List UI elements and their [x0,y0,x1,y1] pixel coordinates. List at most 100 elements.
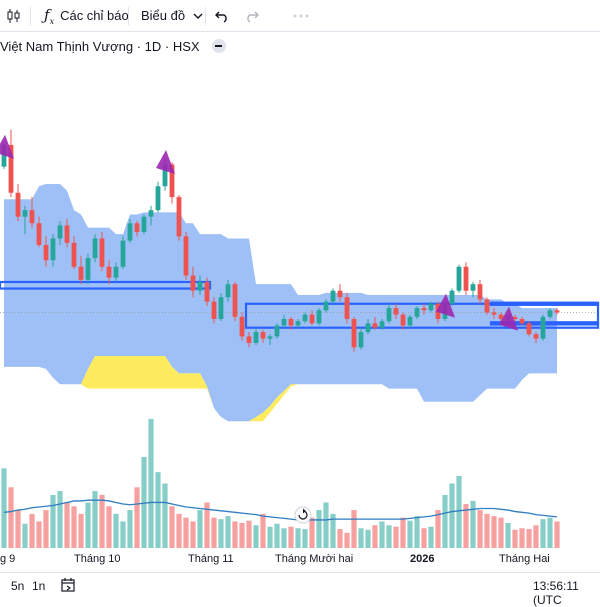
volume-bar [169,506,175,548]
volume-bar [232,521,238,548]
candle-body [519,319,525,324]
volume-bar [190,521,196,548]
range-5n-button[interactable]: 5n [11,579,25,593]
candle-body [386,308,392,322]
volume-bar [183,517,189,548]
candle-body [253,332,259,343]
volume-bar [239,522,245,548]
bottom-bar: 5n 1n 13:56:11 (UTC [0,572,600,607]
volume-bar [414,516,420,548]
volume-bar [316,510,322,548]
candle-body [526,323,532,335]
redo-icon [247,11,259,23]
chart-type-button[interactable]: Biểu đồ [141,0,203,32]
candle-body [428,303,434,311]
more-button[interactable] [292,0,310,32]
range-1n-button[interactable]: 1n [32,579,46,593]
volume-bar [22,523,28,548]
signal-marker [0,134,14,159]
chart-type-label: Biểu đồ [141,8,186,23]
volume-bar [274,523,280,548]
candle-body [302,314,308,322]
redo-button[interactable] [245,0,259,32]
volume-bar [309,517,315,548]
candle-body [463,266,469,291]
volume-bar [344,532,350,548]
candle-body [295,321,301,326]
volume-bar [358,528,364,548]
candle-body [127,223,133,241]
candle-body [512,316,518,319]
volume-bar [155,472,161,548]
x-tick-label: Tháng 10 [74,553,121,565]
candles-icon-button[interactable] [6,0,22,32]
volume-bar [120,521,126,548]
volume-bar [477,510,483,548]
candle-body [218,297,224,319]
candle-body [211,301,217,319]
candle-body [372,323,378,328]
toolbar-divider [30,7,31,25]
candle-body [99,238,105,267]
candle-body [78,266,84,280]
candle-body [57,225,63,239]
candle-body [449,290,455,304]
candle-body [365,323,371,333]
candle-body [421,308,427,311]
candle-body [554,310,560,313]
volume-bar [484,513,490,548]
collapse-legend-button[interactable] [211,39,226,53]
volume-bar [302,529,308,548]
volume-bar [470,500,476,548]
volume-bar [43,510,49,548]
candles-icon [7,8,20,23]
volume-bar [50,494,56,548]
volume-bar [295,528,301,548]
x-tick-label: Tháng Mười hai [275,553,354,565]
volume-bar [540,519,546,548]
volume-bar [85,502,91,548]
volume-bar [204,502,210,548]
symbol-title: Việt Nam Thịnh Vượng · 1D · HSX [0,38,200,54]
candle-body [113,266,119,278]
volume-bar [365,529,371,548]
candle-body [498,314,504,319]
date-range-button[interactable] [60,577,76,596]
candle-body [491,312,497,315]
volume-bar [29,513,35,548]
undo-icon [215,11,227,23]
signal-marker [156,149,175,174]
candle-body [232,284,238,317]
volume-bar [533,525,539,548]
volume-bar [253,525,259,548]
volume-bar [554,521,560,548]
candle-body [162,164,168,187]
volume-bar [141,456,147,548]
candle-body [190,275,196,291]
indicators-button[interactable]: ƒx Các chỉ báo [44,0,129,32]
candle-body [183,236,189,276]
volume-bar [92,491,98,548]
candle-body [337,290,343,298]
candle-body [267,336,273,339]
x-tick-label: Tháng Hai [499,553,550,565]
chevron-down-icon [193,13,203,19]
volume-bar [36,521,42,548]
undo-button[interactable] [215,0,229,32]
candle-body [85,258,91,280]
volume-bar [386,525,392,548]
volume-bar [267,526,273,548]
volume-bar [246,520,252,548]
candle-body [400,314,406,326]
toolbar-divider [128,7,129,25]
volume-bar [106,506,112,548]
minus-icon [215,45,223,47]
price-chart[interactable] [0,0,600,572]
volume-bar [351,510,357,548]
candle-body [36,223,42,245]
volume-bar [127,510,133,548]
zone-band [0,280,212,290]
candle-body [351,319,357,348]
candle-body [477,284,483,300]
candle-body [120,240,126,267]
